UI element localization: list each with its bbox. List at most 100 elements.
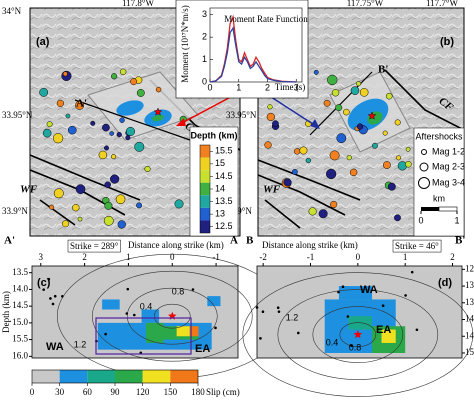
lat-label: 33.9°N: [226, 206, 252, 216]
x-tick-label: 2: [450, 252, 455, 262]
y-tick-label: 14.0: [465, 314, 474, 324]
colorbar-segment: [59, 370, 88, 383]
colorbar-tick-label: 14.5: [215, 171, 233, 181]
colorbar-tick-label: 0: [30, 387, 35, 397]
fault: [29, 154, 141, 201]
y-tick-label: 0: [202, 76, 207, 86]
colorbar-segment: [200, 207, 210, 221]
aftershock-projection: [42, 288, 45, 291]
x-tick-label: 1: [126, 252, 131, 262]
aftershock: [283, 178, 292, 187]
aftershock-projection: [125, 312, 129, 315]
legend-symbol: [421, 149, 427, 155]
aftershock: [174, 199, 184, 209]
aftershock: [264, 141, 272, 149]
x-tick-label: 0: [170, 252, 175, 262]
aftershock-projection: [133, 313, 136, 317]
aftershock: [349, 168, 358, 177]
colorbar-segment: [200, 170, 210, 183]
colorbar-tick-label: 12.5: [215, 221, 233, 231]
aftershock: [394, 214, 401, 222]
aftershock: [329, 150, 340, 161]
aftershock: [327, 74, 338, 86]
aftershock: [98, 150, 108, 160]
colorbar-tick-label: 120: [136, 387, 150, 397]
fault: [384, 69, 465, 131]
aftershock: [102, 123, 110, 132]
strike-label: Strike = 46°: [395, 241, 439, 251]
profile-line: [74, 99, 191, 141]
aftershock: [336, 133, 347, 144]
x-axis-label: Distance along strike (km): [262, 240, 358, 250]
asperity-label: WA: [360, 284, 378, 296]
colorbar-tick-label: 180: [191, 387, 205, 397]
contour: [153, 303, 191, 329]
contour: [277, 289, 439, 380]
fault-label: WF: [20, 184, 38, 196]
scale-bar: [438, 206, 458, 212]
moment-rate-line: [209, 26, 297, 83]
aftershock: [61, 220, 70, 228]
panel-label: (b): [440, 36, 454, 48]
aftershock: [115, 194, 126, 205]
lat-label: 33.9°N: [2, 206, 28, 216]
lon-label: 117.75°W: [347, 0, 384, 8]
aftershock: [53, 188, 64, 199]
aftershock-projection: [191, 288, 195, 291]
strike-label: Strike = 289°: [70, 241, 119, 251]
epicenter-star: [367, 111, 377, 120]
colorbar-segment: [200, 220, 210, 233]
aftershock: [326, 168, 337, 180]
contour-label: 1.2: [286, 312, 299, 322]
lat-label: 34°N: [2, 6, 22, 16]
scale-tick-label: 1: [454, 215, 459, 225]
aftershock: [111, 73, 118, 80]
panel-label: (c): [37, 277, 51, 289]
aftershock: [134, 141, 145, 152]
aftershock: [394, 119, 401, 126]
aftershock-projection: [341, 285, 345, 288]
y-tick-label: 2: [202, 32, 207, 42]
aftershock: [136, 89, 145, 97]
aftershock: [330, 200, 338, 209]
aftershock: [42, 128, 52, 138]
aftershock-projection: [381, 304, 385, 307]
asperity-label: EA: [195, 343, 210, 355]
aftershock: [266, 112, 275, 122]
x-tick-label: 1: [403, 252, 408, 262]
slip-patch: [145, 322, 164, 343]
x-tick-label: 3: [294, 82, 299, 92]
aftershock: [294, 148, 301, 155]
moment-rate-line: [209, 14, 297, 83]
aftershock: [335, 104, 343, 112]
x-tick-label: -1: [212, 252, 220, 262]
aftershock: [104, 181, 111, 189]
x-tick-label: 1: [236, 82, 241, 92]
y-tick-label: 13.0: [465, 280, 474, 290]
y-tick-label: 14.0: [12, 283, 28, 293]
y-axis-label: Depth (km): [1, 291, 11, 333]
aftershock: [396, 155, 402, 161]
aftershock: [371, 142, 378, 149]
aftershock: [313, 69, 319, 75]
aftershock: [110, 154, 117, 160]
strike-box: [67, 239, 121, 253]
aftershock: [318, 209, 328, 219]
aftershock: [104, 201, 113, 210]
aftershock: [305, 157, 311, 164]
section-end: A: [230, 235, 238, 247]
contour-label: 1.2: [74, 339, 87, 349]
aftershock: [65, 113, 71, 119]
aftershock-projection: [104, 332, 107, 336]
section-frame: [31, 265, 239, 359]
profile-line: [309, 71, 373, 136]
asperity-outline: [95, 317, 192, 355]
aftershock: [405, 146, 411, 152]
aftershock-projection: [277, 310, 281, 313]
colorbar-segment: [170, 370, 198, 383]
x-axis-label: Distance along strike (km): [128, 240, 224, 250]
slip-blob: [116, 100, 144, 116]
aftershock: [355, 81, 361, 87]
aftershock-projection: [53, 294, 57, 298]
aftershock-projection: [276, 306, 280, 310]
